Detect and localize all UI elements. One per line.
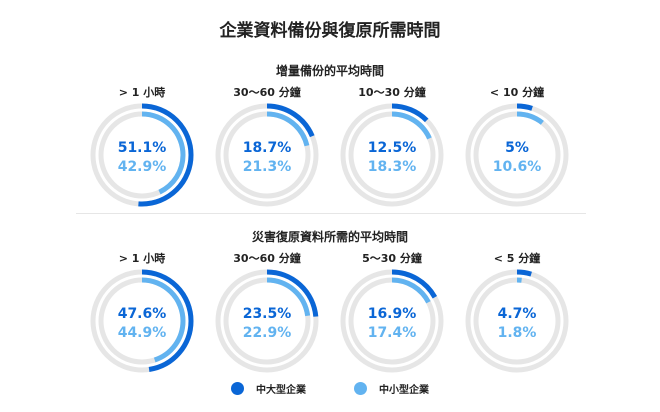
chart-title: 企業資料備份與復原所需時間: [219, 21, 441, 41]
small-enterprise-arc: [223, 111, 311, 199]
recovery-donut-svg: 16.9% 17.4%: [340, 269, 444, 373]
small-enterprise-arc: [98, 111, 186, 199]
large-enterprise-value: 5%: [505, 140, 529, 156]
large-enterprise-arc: [215, 269, 319, 373]
small-enterprise-arc: [473, 277, 561, 365]
recovery-donut-svg: 47.6% 44.9%: [90, 269, 194, 373]
small-enterprise-value: 21.3%: [243, 159, 292, 175]
small-enterprise-value: 44.9%: [118, 325, 167, 341]
small-enterprise-arc: [98, 277, 186, 365]
recovery-category-label: 5～30 分鐘: [362, 252, 422, 265]
small-enterprise-value: 42.9%: [118, 159, 167, 175]
large-enterprise-arc: [90, 269, 194, 373]
backup-category-label: 10～30 分鐘: [358, 86, 426, 99]
large-enterprise-value: 51.1%: [118, 140, 167, 156]
legend: 中大型企業 中小型企業: [0, 380, 660, 396]
recovery-donut-1: > 1 小時 47.6% 44.9%: [90, 252, 194, 373]
recovery-donut-svg: 23.5% 22.9%: [215, 269, 319, 373]
legend-label-small: 中小型企業: [379, 384, 429, 396]
section-title-incremental-backup: 增量備份的平均時間: [275, 64, 384, 78]
recovery-category-label: > 1 小時: [118, 252, 166, 265]
large-enterprise-value: 18.7%: [243, 140, 292, 156]
small-enterprise-value: 10.6%: [493, 159, 542, 175]
recovery-category-label: 30～60 分鐘: [233, 252, 301, 265]
backup-category-label: > 1 小時: [118, 86, 166, 99]
large-enterprise-value: 16.9%: [368, 306, 417, 322]
backup-category-label: < 10 分鐘: [489, 86, 545, 99]
small-enterprise-value: 22.9%: [243, 325, 292, 341]
small-enterprise-value: 17.4%: [368, 325, 417, 341]
large-enterprise-value: 12.5%: [368, 140, 417, 156]
recovery-category-label: < 5 分鐘: [493, 252, 541, 265]
large-enterprise-arc: [340, 269, 444, 373]
backup-category-label: 30～60 分鐘: [233, 86, 301, 99]
backup-donut-svg: 18.7% 21.3%: [215, 103, 319, 207]
small-enterprise-arc: [473, 111, 561, 199]
large-enterprise-arc: [465, 103, 569, 207]
recovery-donut-3: 5～30 分鐘 16.9% 17.4%: [340, 252, 444, 373]
backup-donut-1: > 1 小時 51.1% 42.9%: [90, 86, 194, 207]
small-enterprise-value: 1.8%: [498, 325, 537, 341]
large-enterprise-arc: [215, 103, 319, 207]
large-enterprise-value: 47.6%: [118, 306, 167, 322]
backup-donut-svg: 51.1% 42.9%: [90, 103, 194, 207]
recovery-donut-4: < 5 分鐘 4.7% 1.8%: [465, 252, 569, 373]
legend-item-small: 中小型企業: [354, 381, 429, 396]
legend-label-large: 中大型企業: [256, 384, 306, 396]
small-enterprise-value: 18.3%: [368, 159, 417, 175]
large-enterprise-value: 23.5%: [243, 306, 292, 322]
backup-donut-svg: 12.5% 18.3%: [340, 103, 444, 207]
backup-donut-2: 30～60 分鐘 18.7% 21.3%: [215, 86, 319, 207]
large-enterprise-arc: [90, 103, 194, 207]
large-enterprise-value: 4.7%: [498, 306, 537, 322]
section-divider: [76, 213, 586, 214]
legend-item-large: 中大型企業: [231, 381, 306, 396]
backup-donut-4: < 10 分鐘 5% 10.6%: [465, 86, 569, 207]
small-enterprise-arc: [223, 277, 311, 365]
large-enterprise-arc: [340, 103, 444, 207]
small-enterprise-arc: [348, 111, 436, 199]
section-title-disaster-recovery: 災害復原資料所需的平均時間: [251, 230, 408, 244]
legend-swatch-small: [354, 381, 367, 395]
recovery-donut-2: 30～60 分鐘 23.5% 22.9%: [215, 252, 319, 373]
small-enterprise-arc: [348, 277, 436, 365]
backup-donut-3: 10～30 分鐘 12.5% 18.3%: [340, 86, 444, 207]
large-enterprise-arc: [465, 269, 569, 373]
legend-swatch-large: [231, 381, 244, 395]
recovery-donut-svg: 4.7% 1.8%: [465, 269, 569, 373]
backup-donut-svg: 5% 10.6%: [465, 103, 569, 207]
